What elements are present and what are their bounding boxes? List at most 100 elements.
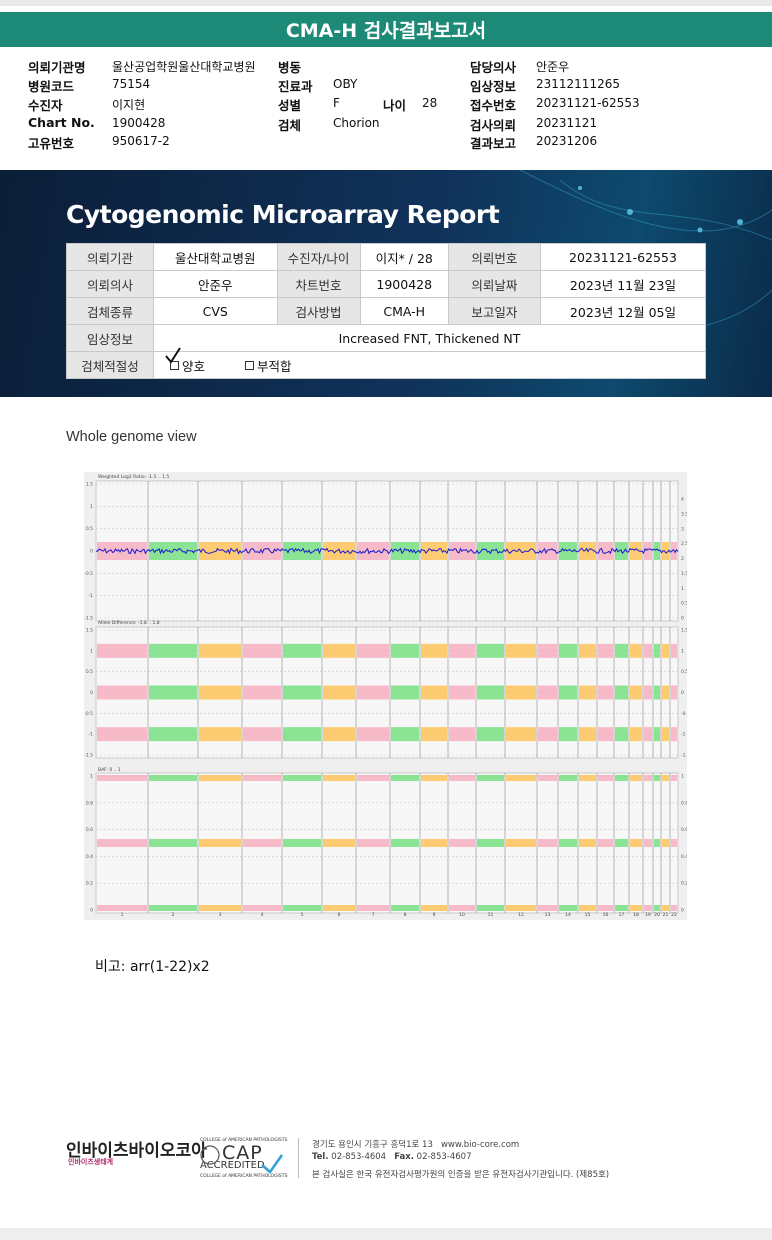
info-label: 병원코드	[28, 79, 75, 94]
signal-band	[323, 839, 355, 847]
cap-top: COLLEGE of AMERICAN PATHOLOGISTS	[200, 1138, 288, 1143]
signal-band	[598, 905, 613, 911]
table-value: 2023년 11월 23일	[539, 270, 707, 298]
table-label: 의뢰날짜	[447, 270, 541, 298]
left-tick: -1	[89, 732, 94, 738]
info-label: 접수번호	[470, 98, 517, 113]
right-tick: 4	[681, 497, 684, 503]
signal-band	[149, 775, 197, 781]
company-name: 인바이츠바이오코아	[66, 1141, 207, 1161]
signal-band	[538, 839, 557, 847]
right-tick: 0.6	[681, 827, 687, 833]
info-label: 고유번호	[28, 136, 75, 151]
table-label: 검체종류	[66, 297, 154, 325]
chromosome-label: 15	[585, 912, 591, 918]
signal-band	[630, 839, 642, 847]
chromosome-label: 22	[671, 912, 677, 918]
signal-band	[559, 643, 577, 658]
bottom-strip	[0, 1228, 772, 1240]
right-tick: 3	[681, 526, 684, 532]
table-value: CVS	[153, 297, 278, 325]
header-title: CMA-H 검사결과보고서	[285, 20, 487, 42]
footer-address-line: 경기도 용인시 기흥구 흥덕1로 13 www.bio-core.com	[312, 1138, 519, 1150]
signal-band	[391, 775, 419, 781]
table-value: 울산대학교병원	[153, 243, 278, 271]
signal-band	[391, 685, 419, 700]
signal-band	[97, 685, 147, 700]
signal-band	[449, 643, 475, 658]
signal-band	[662, 542, 669, 560]
signal-band	[421, 905, 447, 911]
signal-band	[662, 727, 669, 742]
right-tick: 0.8	[681, 800, 687, 806]
signal-band	[506, 727, 536, 742]
signal-band	[538, 643, 557, 658]
chromosome-label: 5	[301, 912, 304, 918]
table-value: 20231121-62553	[539, 243, 707, 271]
signal-band	[243, 727, 281, 742]
left-tick: -1	[89, 593, 94, 599]
left-tick: 0	[90, 549, 93, 555]
right-tick: 1	[681, 774, 684, 780]
table-label: 의뢰번호	[447, 243, 541, 271]
signal-band	[630, 727, 642, 742]
info-label: 성별	[278, 98, 302, 113]
signal-band	[199, 905, 241, 911]
info-label: 진료과	[278, 79, 313, 94]
cap-accredited: ACCREDITED	[200, 1160, 265, 1171]
signal-band	[421, 839, 447, 847]
signal-band	[149, 839, 197, 847]
signal-band	[199, 685, 241, 700]
left-tick: 0.5	[86, 669, 93, 675]
info-label: 의뢰기관명	[28, 60, 86, 75]
left-tick: -0.5	[84, 711, 93, 717]
footer-contact: Tel. 02-853-4604 Fax. 02-853-4607	[312, 1152, 471, 1162]
table-label: 검체적절성	[66, 351, 154, 379]
table-value: 이지* / 28	[359, 243, 449, 271]
info-label: 담당의사	[470, 60, 517, 75]
left-tick: 0	[90, 908, 93, 914]
signal-band	[477, 775, 504, 781]
option-text: 양호	[182, 358, 206, 374]
signal-band	[97, 542, 147, 560]
signal-band	[579, 905, 596, 911]
info-value: 28	[422, 96, 438, 110]
company-sub: 인바이츠생태계	[68, 1158, 114, 1166]
option-text: 부적합	[257, 358, 292, 374]
signal-band	[391, 643, 419, 658]
info-label: 병동	[278, 60, 302, 75]
signal-band	[630, 643, 642, 658]
signal-band	[506, 905, 536, 911]
signal-band	[654, 727, 660, 742]
info-value: Chorion	[333, 116, 380, 130]
right-tick: 0.4	[681, 854, 687, 860]
signal-band	[598, 839, 613, 847]
chromosome-label: 20	[654, 912, 660, 918]
signal-band	[654, 839, 660, 847]
report-table: 의뢰기관 울산대학교병원 수진자/나이 이지* / 28 의뢰번호 20231121-62…	[66, 243, 707, 379]
signal-band	[199, 542, 241, 560]
right-tick: 0	[681, 908, 684, 914]
table-label: 의뢰의사	[66, 270, 154, 298]
signal-band	[357, 727, 389, 742]
header-bar: CMA-H 검사결과보고서	[0, 12, 772, 47]
info-value: 울산공업학원울산대학교병원	[112, 60, 256, 74]
signal-band	[506, 775, 536, 781]
signal-band	[323, 643, 355, 658]
signal-band	[630, 685, 642, 700]
left-tick: -0.5	[84, 571, 93, 577]
chromosome-label: 13	[545, 912, 551, 918]
signal-band	[662, 905, 669, 911]
signal-band	[644, 542, 652, 560]
right-tick: 1.5	[681, 571, 687, 577]
chromosome-label: 11	[488, 912, 494, 918]
chromosome-label: 18	[633, 912, 639, 918]
right-tick: 0.5	[681, 669, 687, 675]
signal-band	[449, 905, 475, 911]
signal-band	[283, 727, 321, 742]
signal-band	[598, 775, 613, 781]
info-value: 이지현	[112, 98, 146, 112]
panel-title: Allele Difference: -1.8 .. 1.8	[98, 620, 160, 626]
signal-band	[243, 775, 281, 781]
